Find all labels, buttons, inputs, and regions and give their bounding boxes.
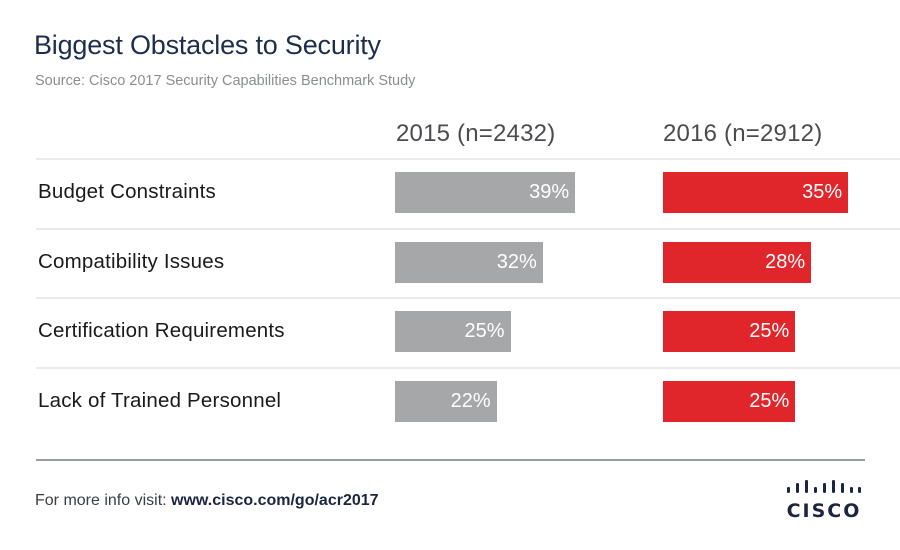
footer-text: For more info visit: www.cisco.com/go/ac…: [35, 492, 379, 510]
row-divider: [36, 227, 900, 230]
cisco-logo-text: CISCO: [786, 500, 862, 522]
bar-label-2015: 22%: [450, 389, 491, 412]
category-label: Compatibility Issues: [38, 249, 225, 273]
bar-2016: [663, 241, 812, 283]
bar-2016: [663, 380, 796, 422]
footer-url-link[interactable]: www.cisco.com/go/acr2017: [171, 492, 379, 509]
row-divider: [36, 366, 900, 369]
chart-subtitle: Source: Cisco 2017 Security Capabilities…: [35, 73, 416, 89]
bar-label-2016: 25%: [749, 389, 790, 412]
chart-title: Biggest Obstacles to Security: [34, 30, 381, 60]
bar-2015: [395, 172, 576, 213]
footer-prefix: For more info visit:: [35, 492, 172, 509]
cisco-logo: CISCO: [786, 480, 866, 522]
row-divider: [36, 158, 900, 160]
bar-label-2016: 28%: [765, 250, 806, 273]
footer-divider: [36, 459, 865, 461]
bar-label-2016: 25%: [749, 320, 790, 342]
category-label: Budget Constraints: [38, 180, 216, 203]
cisco-bridge-icon: [787, 480, 861, 493]
bar-2016: [663, 311, 796, 352]
bar-2016: [663, 172, 849, 213]
bar-label-2016: 35%: [802, 181, 843, 203]
bar-2015: [395, 241, 543, 283]
column-header-2015: 2015 (n=2432): [396, 120, 556, 147]
column-header-2016: 2016 (n=2912): [663, 120, 823, 147]
category-label: Lack of Trained Personnel: [38, 388, 282, 412]
category-label: Certification Requirements: [38, 319, 285, 342]
bar-label-2015: 39%: [529, 181, 570, 203]
bar-2015: [395, 311, 511, 352]
bar-label-2015: 25%: [464, 320, 505, 342]
row-divider: [36, 297, 900, 299]
bar-2015: [395, 380, 497, 422]
bar-label-2015: 32%: [496, 250, 537, 273]
